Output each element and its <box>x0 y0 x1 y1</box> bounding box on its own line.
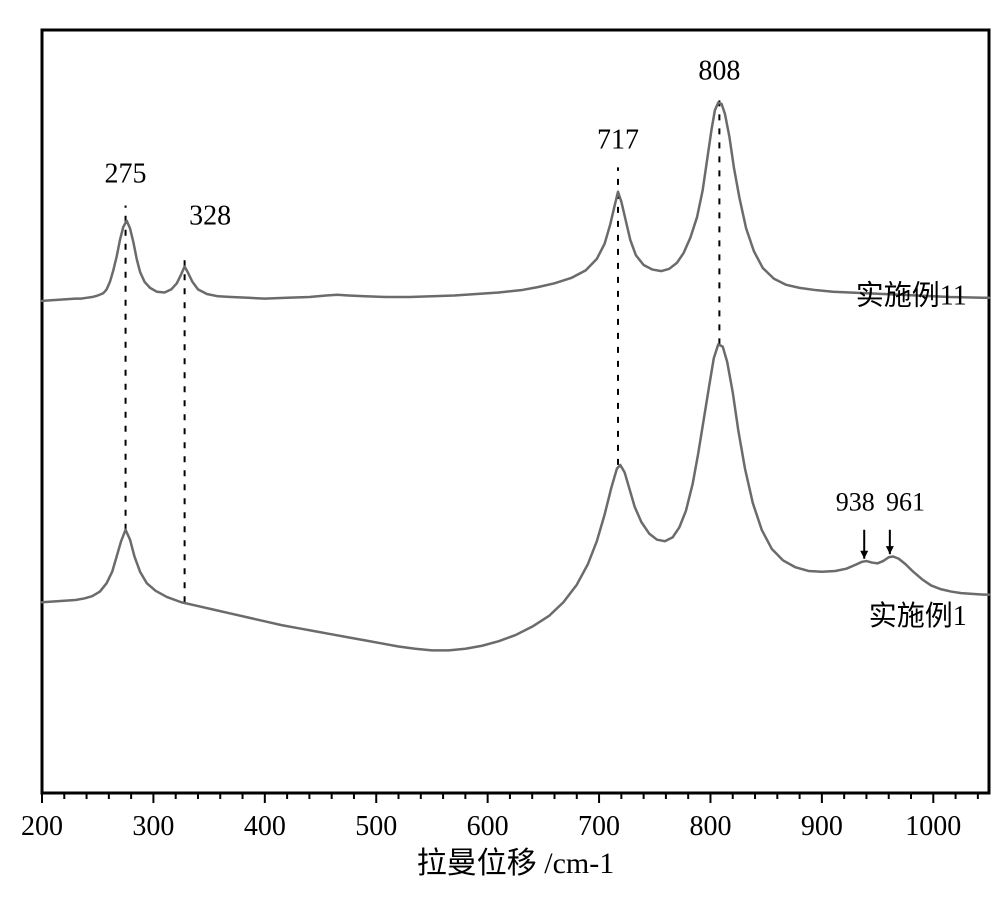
x-tick-label: 400 <box>244 811 286 842</box>
series-label: 实施例11 <box>856 280 967 312</box>
x-tick-label: 600 <box>467 811 509 842</box>
peak-label: 938 <box>836 488 875 517</box>
series-label: 实施例1 <box>869 600 967 632</box>
chart-svg: 200 300 400 500 600 700 800 900 1000 拉曼位移 /cm-1 实施… <box>0 0 1000 903</box>
peak-label: 328 <box>189 201 231 232</box>
x-tick-label: 1000 <box>905 811 961 842</box>
peak-label: 808 <box>698 56 740 87</box>
x-tick-label: 300 <box>132 811 174 842</box>
x-tick-label: 500 <box>355 811 397 842</box>
peak-label: 961 <box>886 488 925 517</box>
peak-label: 275 <box>105 159 147 190</box>
chart-bg <box>0 0 1000 903</box>
x-tick-label: 700 <box>578 811 620 842</box>
x-tick-label: 800 <box>689 811 731 842</box>
x-tick-label: 900 <box>801 811 843 842</box>
peak-label: 717 <box>597 124 639 155</box>
x-tick-label: 200 <box>21 811 63 842</box>
x-axis-label: 拉曼位移 /cm-1 <box>417 847 614 880</box>
raman-spectrum-chart: 200 300 400 500 600 700 800 900 1000 拉曼位移 /cm-1 实施… <box>0 0 1000 903</box>
